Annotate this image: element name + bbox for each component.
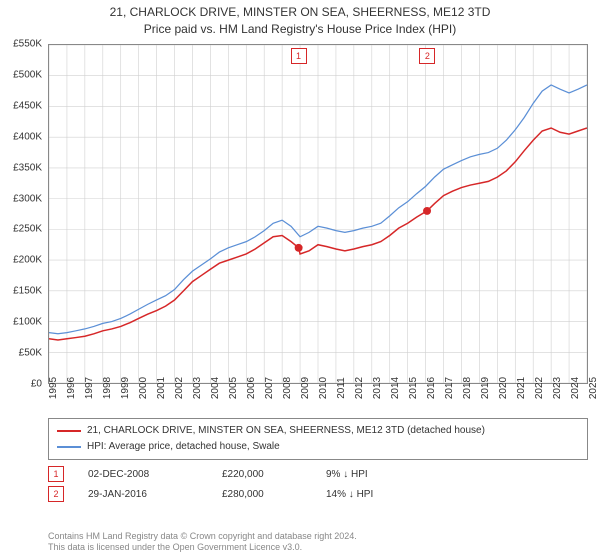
sale-point-1 [295,244,303,252]
x-tick-label: 2021 [516,377,527,399]
sale-date: 29-JAN-2016 [88,489,198,500]
y-tick-label: £100K [13,317,42,328]
x-tick-label: 2017 [444,377,455,399]
title-line-2: Price paid vs. HM Land Registry's House … [0,21,600,38]
x-tick-label: 1997 [84,377,95,399]
sale-price: £280,000 [222,489,302,500]
x-tick-label: 1998 [102,377,113,399]
x-tick-label: 2011 [336,377,347,399]
y-tick-label: £350K [13,162,42,173]
x-tick-label: 2007 [264,377,275,399]
y-tick-label: £400K [13,131,42,142]
x-tick-label: 2020 [498,377,509,399]
x-tick-label: 2023 [552,377,563,399]
legend-label: HPI: Average price, detached house, Swal… [87,439,280,455]
x-tick-label: 2025 [588,377,599,399]
y-tick-label: £150K [13,286,42,297]
x-tick-label: 2022 [534,377,545,399]
sale-marker-2: 2 [419,48,435,64]
legend-label: 21, CHARLOCK DRIVE, MINSTER ON SEA, SHEE… [87,423,485,439]
x-tick-label: 1995 [48,377,59,399]
x-tick-label: 2019 [480,377,491,399]
chart-title: 21, CHARLOCK DRIVE, MINSTER ON SEA, SHEE… [0,0,600,38]
legend: 21, CHARLOCK DRIVE, MINSTER ON SEA, SHEE… [48,418,588,460]
x-tick-label: 1999 [120,377,131,399]
y-tick-label: £300K [13,193,42,204]
footer-line-1: Contains HM Land Registry data © Crown c… [48,531,357,543]
legend-row: HPI: Average price, detached house, Swal… [57,439,579,455]
x-tick-label: 2010 [318,377,329,399]
x-tick-label: 2001 [156,377,167,399]
legend-swatch [57,430,81,432]
x-tick-label: 2012 [354,377,365,399]
x-tick-label: 2009 [300,377,311,399]
title-line-1: 21, CHARLOCK DRIVE, MINSTER ON SEA, SHEE… [0,4,600,21]
x-tick-label: 1996 [66,377,77,399]
x-tick-label: 2008 [282,377,293,399]
legend-row: 21, CHARLOCK DRIVE, MINSTER ON SEA, SHEE… [57,423,579,439]
x-tick-label: 2004 [210,377,221,399]
sale-point-2 [423,207,431,215]
x-tick-label: 2000 [138,377,149,399]
sales-table: 1 02-DEC-2008 £220,000 9% ↓ HPI 2 29-JAN-2016… [48,464,588,504]
sale-row: 2 29-JAN-2016 £280,000 14% ↓ HPI [48,484,588,504]
chart-area: £0£50K£100K£150K£200K£250K£300K£350K£400… [48,44,588,384]
sale-delta: 14% ↓ HPI [326,489,436,500]
x-tick-label: 2024 [570,377,581,399]
x-tick-label: 2016 [426,377,437,399]
x-tick-label: 2014 [390,377,401,399]
sale-date: 02-DEC-2008 [88,469,198,480]
x-tick-label: 2005 [228,377,239,399]
sale-index-marker: 2 [48,486,64,502]
footer-line-2: This data is licensed under the Open Gov… [48,542,357,554]
x-tick-label: 2006 [246,377,257,399]
x-tick-label: 2013 [372,377,383,399]
y-tick-label: £550K [13,39,42,50]
y-tick-label: £200K [13,255,42,266]
sale-delta: 9% ↓ HPI [326,469,436,480]
x-tick-label: 2018 [462,377,473,399]
chart-plot [48,44,588,384]
chart-container: 21, CHARLOCK DRIVE, MINSTER ON SEA, SHEE… [0,0,600,560]
y-tick-label: £500K [13,69,42,80]
y-tick-label: £0 [31,379,42,390]
x-tick-label: 2015 [408,377,419,399]
sale-row: 1 02-DEC-2008 £220,000 9% ↓ HPI [48,464,588,484]
sale-marker-1: 1 [291,48,307,64]
footer: Contains HM Land Registry data © Crown c… [48,531,357,554]
legend-swatch [57,446,81,448]
sale-index-marker: 1 [48,466,64,482]
y-tick-label: £450K [13,100,42,111]
x-tick-label: 2002 [174,377,185,399]
y-tick-label: £50K [19,348,42,359]
x-tick-label: 2003 [192,377,203,399]
y-tick-label: £250K [13,224,42,235]
sale-price: £220,000 [222,469,302,480]
